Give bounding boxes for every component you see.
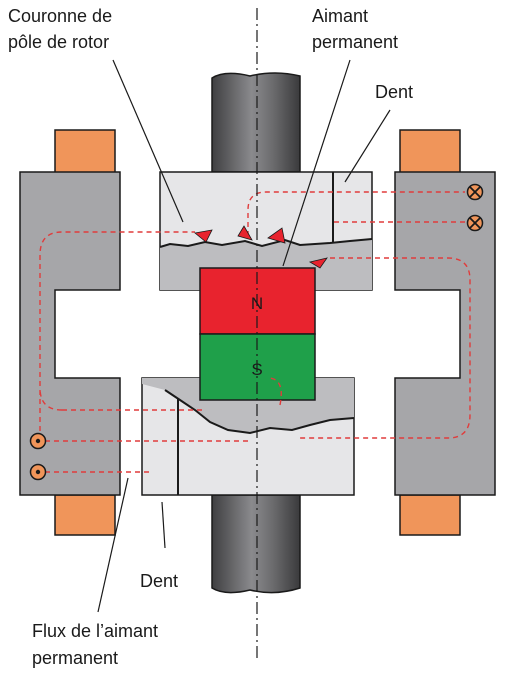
coil-left-top: [54, 129, 116, 175]
shaft-bottom: [211, 494, 301, 594]
coil-right-bottom: [399, 494, 461, 536]
coil-right-top: [399, 129, 461, 175]
label-magnet-line1: Aimant: [312, 6, 368, 26]
flux-lines: [39, 191, 471, 473]
dot-circle-icon: [29, 463, 47, 481]
cross-circle-icon: [466, 183, 484, 201]
label-magnet-line2: permanent: [312, 32, 398, 52]
label-tooth-top: Dent: [375, 82, 413, 102]
flux-arrows: [194, 225, 328, 269]
stator-right: [394, 171, 496, 496]
leader-lines: [97, 59, 391, 613]
stator-left: [19, 171, 121, 496]
label-flux: Flux de l’aimant permanent: [32, 621, 163, 668]
label-rotor-crown-line2: pôle de rotor: [8, 32, 109, 52]
label-flux-line1: Flux de l’aimant: [32, 621, 158, 641]
dot-circle-icon: [29, 432, 47, 450]
label-flux-line2: permanent: [32, 648, 118, 668]
label-rotor-crown: Couronne de pôle de rotor: [8, 6, 117, 52]
label-magnet: Aimant permanent: [312, 6, 398, 52]
coil-left-bottom: [54, 494, 116, 536]
label-rotor-crown-line1: Couronne de: [8, 6, 112, 26]
label-tooth-bottom: Dent: [140, 571, 178, 591]
shaft-top: [211, 72, 301, 173]
cross-circle-icon: [466, 214, 484, 232]
